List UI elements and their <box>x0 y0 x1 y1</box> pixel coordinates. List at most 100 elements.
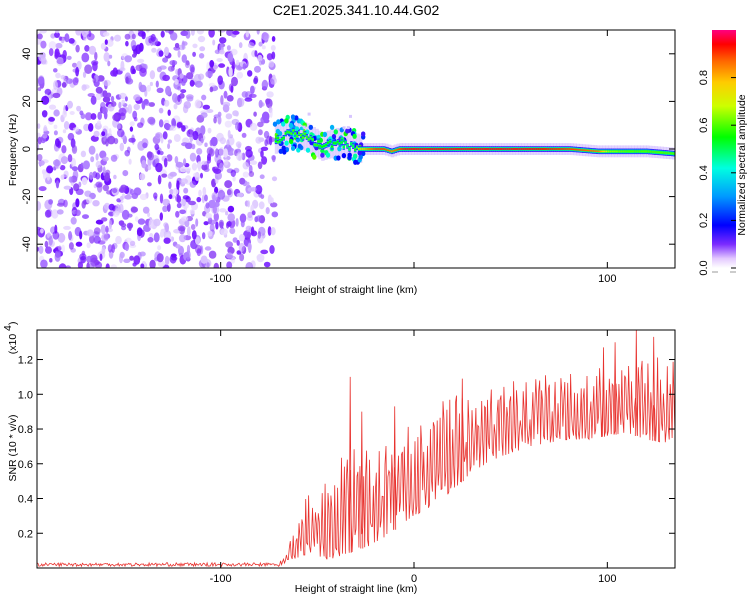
spectrogram-noise-cell <box>95 86 103 94</box>
spectrogram-noise-cell <box>241 132 247 138</box>
spectrogram-track-core-cell <box>611 150 614 153</box>
spectrogram-noise-cell <box>236 239 240 246</box>
spectrogram-noise-cell <box>102 166 106 177</box>
spectrogram-track-core-cell <box>423 148 427 150</box>
colorbar-tick-label-0-2: 0.2 <box>698 213 710 228</box>
spectrogram-track-core-cell <box>591 150 595 152</box>
spectrogram-noise-cell <box>169 171 177 177</box>
spectrogram-noise-cell <box>48 117 55 122</box>
spectrogram-noise-cell <box>97 75 105 82</box>
spectrogram-noise-cell <box>237 97 243 108</box>
spectrogram-noise-cell <box>37 201 42 211</box>
spectrogram-track-core-cell <box>487 148 490 150</box>
spectrogram-track-core-cell <box>609 150 612 153</box>
spectrogram-track-core-cell <box>303 133 307 135</box>
spectrogram-noise-cell <box>103 107 108 114</box>
spectrogram-noise-cell <box>48 199 53 205</box>
spectrogram-noise-cell <box>95 219 104 225</box>
spectrogram-noise-cell <box>163 99 170 107</box>
spectrogram-noise-cell <box>107 60 111 67</box>
spectrogram-noise-cell <box>108 219 113 229</box>
spectrogram-track-core-cell <box>555 148 558 150</box>
spectrogram-noise-cell <box>146 30 150 33</box>
spectrogram-noise-cell <box>174 156 179 164</box>
spectrogram-track-core-cell <box>667 152 670 154</box>
spectrogram-noise-cell <box>261 45 266 50</box>
spectrogram-track-core-cell <box>533 148 537 150</box>
spectrogram-noise-cell <box>128 223 132 231</box>
spectrogram-noise-cell <box>75 241 83 247</box>
spectrogram-track-core-cell <box>605 150 608 153</box>
spectrogram-noise-cell <box>175 244 181 249</box>
spectrogram-noise-cell <box>179 73 184 79</box>
spectrogram-noise-cell <box>213 168 222 174</box>
spectrogram-noise-cell <box>162 57 169 63</box>
spectrogram-noise-cell <box>144 101 151 106</box>
spectrogram-track-core-cell <box>394 149 398 151</box>
spectrogram-noise-cell <box>216 58 223 62</box>
spectrogram-track-core-cell <box>334 142 338 144</box>
spectrogram-noise-cell <box>185 167 192 172</box>
spectrogram-noise-cell <box>176 202 182 209</box>
spectrogram-noise-cell <box>270 45 276 51</box>
spectrogram-noise-cell <box>205 70 213 78</box>
spectrogram-noise-cell <box>198 53 205 59</box>
spectrogram-track-core-cell <box>570 148 573 150</box>
spectrogram-track-core-cell <box>485 148 488 150</box>
spectrogram-noise-cell <box>247 200 251 208</box>
spectrogram-noise-cell <box>93 130 100 138</box>
spectrogram-noise-cell <box>195 218 199 227</box>
spectrogram-noise-cell <box>110 70 117 77</box>
spectrogram-noise-cell <box>55 138 60 147</box>
spectrogram-noise-cell <box>246 232 251 242</box>
spectrogram-noise-cell <box>269 135 273 146</box>
spectrogram-noise-cell <box>249 160 258 165</box>
spectrogram-track-core-cell <box>415 148 419 150</box>
spectrogram-noise-cell <box>257 121 264 128</box>
spectrogram-track-cell <box>281 145 286 151</box>
spectrogram-noise-cell <box>54 30 60 34</box>
spectrogram-track-core-cell <box>468 148 471 150</box>
snr-frame <box>36 329 676 569</box>
snr-ytick-label-0-2: 0.2 <box>18 528 33 540</box>
spectrogram-noise-cell <box>195 236 200 245</box>
spectrogram-track-core-cell <box>518 148 521 150</box>
spectrogram-noise-cell <box>204 194 208 202</box>
spectrogram-noise-cell <box>225 252 234 259</box>
spectrogram-noise-cell <box>180 216 189 222</box>
spectrogram-noise-cell <box>147 237 154 243</box>
spectrogram-noise-cell <box>256 255 262 259</box>
spectrogram-noise-cell <box>89 234 95 244</box>
spectrogram-noise-cell <box>118 188 126 193</box>
spectrogram-noise-cell <box>41 95 50 105</box>
spectrogram-noise-cell <box>122 170 129 177</box>
spectrogram-track-core-cell <box>404 148 407 150</box>
spectrogram-track-core-cell <box>535 148 539 150</box>
spectrogram-noise-cell <box>52 92 61 99</box>
spectrogram-speckle <box>349 114 352 118</box>
spectrogram-noise-cell <box>137 58 145 64</box>
spectrogram-noise-cell <box>147 182 152 187</box>
spectrogram-noise-cell <box>68 176 73 183</box>
spectrogram-noise-cell <box>242 161 250 170</box>
spectrogram-track-core-cell <box>338 142 341 145</box>
spectrogram-noise-cell <box>181 125 186 132</box>
spectrogram-track-core-cell <box>551 148 554 150</box>
spectrogram-track-core-cell <box>377 148 380 150</box>
spectrogram-noise-cell <box>164 30 170 33</box>
spectrogram-noise-cell <box>206 147 213 156</box>
spectrogram-noise-cell <box>40 40 47 49</box>
snr-xtick-label-0: 0 <box>411 573 417 585</box>
spectrogram-noise-cell <box>90 156 95 163</box>
spectrogram-noise-cell <box>215 148 219 158</box>
spectrogram-noise-cell <box>227 213 235 222</box>
spectrogram-noise-cell <box>66 55 72 61</box>
spectrogram-track-core-cell <box>276 137 280 139</box>
spectrogram-noise-cell <box>62 129 67 134</box>
spectrogram-noise-cell <box>189 134 194 142</box>
spectrogram-noise-cell <box>113 174 117 180</box>
spectrogram-track-cell <box>312 154 317 160</box>
spectrogram-noise-cell <box>153 232 160 243</box>
spectrogram-xtick-label-100: 100 <box>598 273 616 285</box>
spectrogram-noise-cell <box>213 116 217 124</box>
